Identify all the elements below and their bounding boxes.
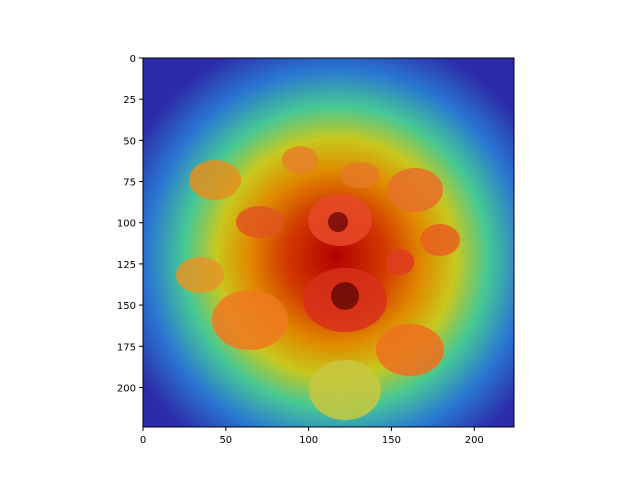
plot-frame <box>142 57 515 428</box>
y-tick-label: 50 <box>123 136 136 147</box>
flower-bouquet <box>176 146 460 420</box>
y-tick-label: 175 <box>117 342 136 353</box>
x-tick-label: 150 <box>382 435 401 446</box>
x-tick-label: 200 <box>465 435 484 446</box>
x-axis: 0 50 100 150 200 <box>140 427 484 446</box>
x-tick-label: 50 <box>219 435 232 446</box>
y-tick-label: 100 <box>117 219 136 230</box>
y-axis: 0 25 50 75 100 125 150 175 200 <box>117 54 143 394</box>
heatmap-image <box>143 58 514 427</box>
y-tick-label: 150 <box>117 301 136 312</box>
y-tick-label: 75 <box>123 178 136 189</box>
x-tick-label: 0 <box>140 435 146 446</box>
y-tick-label: 200 <box>117 383 136 394</box>
y-tick-label: 125 <box>117 260 136 271</box>
x-tick-label: 100 <box>299 435 318 446</box>
y-tick-label: 0 <box>130 54 136 65</box>
y-tick-label: 25 <box>123 95 136 106</box>
